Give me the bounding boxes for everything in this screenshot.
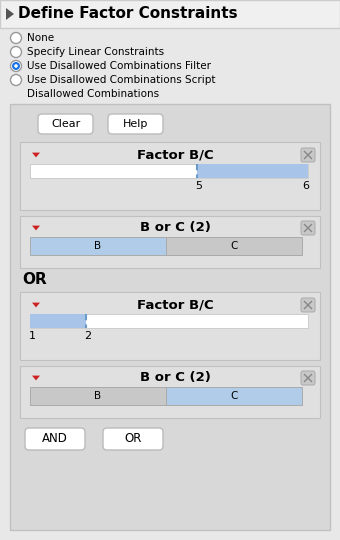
Circle shape (11, 46, 21, 57)
Text: Factor B/C: Factor B/C (137, 148, 213, 161)
Text: Help: Help (123, 119, 148, 129)
FancyBboxPatch shape (38, 114, 93, 134)
Polygon shape (32, 302, 40, 307)
Bar (20, 366, 320, 418)
Text: C: C (230, 391, 238, 401)
FancyBboxPatch shape (301, 148, 315, 162)
Text: Define Factor Constraints: Define Factor Constraints (18, 6, 238, 22)
Bar (30, 164, 308, 178)
Polygon shape (32, 226, 40, 231)
Polygon shape (32, 153, 40, 157)
Text: Use Disallowed Combinations Filter: Use Disallowed Combinations Filter (27, 61, 211, 71)
Bar (197, 164, 308, 178)
Text: B or C (2): B or C (2) (139, 221, 210, 234)
Bar (166, 387, 302, 405)
Bar (30, 314, 86, 328)
Bar (0, 0, 340, 28)
Circle shape (12, 62, 20, 70)
Bar (30, 314, 308, 328)
Text: C: C (230, 241, 238, 251)
Bar (10, 104, 330, 530)
FancyBboxPatch shape (108, 114, 163, 134)
Circle shape (11, 60, 21, 71)
Text: 1: 1 (29, 331, 35, 341)
Text: AND: AND (42, 433, 68, 446)
Bar (166, 237, 302, 255)
Text: B or C (2): B or C (2) (139, 372, 210, 384)
Circle shape (11, 32, 21, 44)
Bar (20, 216, 320, 268)
Text: 6: 6 (303, 181, 309, 191)
Text: B: B (95, 391, 102, 401)
FancyBboxPatch shape (301, 371, 315, 385)
Circle shape (11, 75, 21, 85)
Text: OR: OR (22, 272, 47, 287)
Text: 5: 5 (195, 181, 202, 191)
Bar (30, 387, 166, 405)
FancyBboxPatch shape (301, 221, 315, 235)
Text: OR: OR (124, 433, 142, 446)
FancyBboxPatch shape (25, 428, 85, 450)
Text: Disallowed Combinations: Disallowed Combinations (27, 89, 159, 99)
Text: Factor B/C: Factor B/C (137, 299, 213, 312)
Text: Specify Linear Constraints: Specify Linear Constraints (27, 47, 164, 57)
Text: Clear: Clear (51, 119, 80, 129)
Polygon shape (32, 376, 40, 380)
FancyBboxPatch shape (103, 428, 163, 450)
FancyBboxPatch shape (301, 298, 315, 312)
Circle shape (14, 64, 18, 68)
Bar (20, 142, 320, 210)
Text: Use Disallowed Combinations Script: Use Disallowed Combinations Script (27, 75, 216, 85)
Bar (30, 237, 166, 255)
Polygon shape (6, 8, 14, 20)
Bar (20, 292, 320, 360)
Text: None: None (27, 33, 54, 43)
Text: B: B (95, 241, 102, 251)
Text: 2: 2 (84, 331, 91, 341)
